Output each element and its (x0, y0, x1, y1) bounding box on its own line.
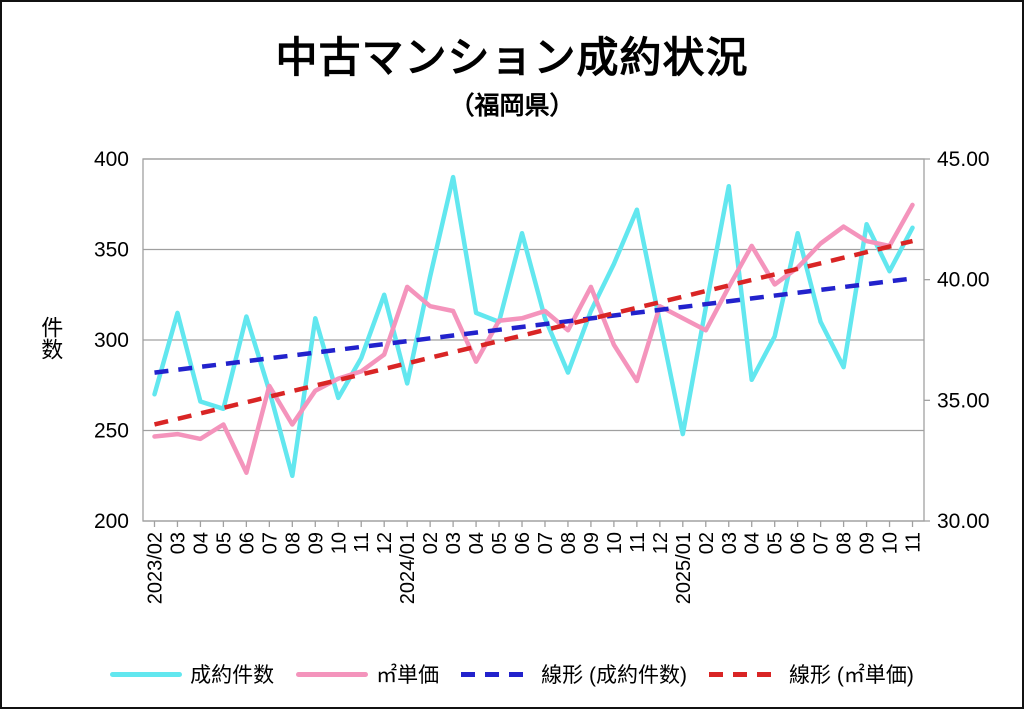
x-axis-tick-label: 10 (328, 532, 350, 554)
left-axis-tick-label: 400 (94, 148, 129, 171)
x-axis-tick-label: 06 (788, 532, 810, 554)
trend-contracts-swatch (461, 671, 534, 677)
trend-line-contracts (154, 276, 913, 375)
x-axis-tick-label: 12 (374, 532, 396, 554)
x-axis-tick-label: 07 (811, 532, 833, 554)
right-axis-tick-label: 40.00 (937, 269, 990, 292)
legend-item-trend-contracts: 線形 (成約件数) (461, 659, 687, 689)
legend-label-unit-price: ㎡単価 (376, 664, 440, 687)
x-axis-tick-label: 04 (466, 532, 488, 554)
x-axis-tick-label: 07 (535, 532, 557, 554)
left-axis-tick-label: 200 (94, 510, 129, 533)
x-axis-tick-label: 03 (719, 532, 741, 554)
right-axis-tick-label: 45.00 (937, 148, 990, 171)
chart-subtitle: （福岡県） (449, 92, 575, 120)
series-line-contracts (152, 174, 915, 479)
left-axis-title: 件数 (38, 316, 64, 360)
series-line-unit-price (152, 202, 915, 475)
legend-item-contracts: 成約件数 (110, 659, 274, 689)
contracts-line-swatch (110, 671, 183, 677)
x-axis-tick-label: 09 (305, 532, 327, 554)
x-axis-tick-label: 02 (696, 532, 718, 554)
x-axis-tick-label: 11 (627, 532, 649, 553)
x-axis-tick-label: 11 (351, 532, 373, 553)
legend-label-contracts: 成約件数 (190, 664, 275, 687)
right-axis-tick-label: 35.00 (937, 389, 990, 412)
trend-unit-price-swatch (709, 671, 781, 677)
x-axis-tick-label: 11 (903, 532, 925, 553)
x-axis-tick-label: 08 (558, 532, 580, 554)
x-axis-tick-label: 07 (259, 532, 281, 554)
left-axis-tick-label: 250 (94, 420, 129, 443)
x-axis-tick-label: 03 (167, 532, 189, 554)
x-axis-tick-label: 08 (834, 532, 856, 554)
x-axis-tick-label: 2024/01 (397, 532, 419, 604)
x-axis-tick-label: 04 (742, 532, 764, 554)
legend-item-trend-unit-price: 線形 (㎡単価) (709, 659, 914, 689)
x-axis-tick-label: 2023/02 (144, 532, 166, 604)
right-axis-tick-label: 30.00 (937, 510, 990, 533)
x-axis-tick-label: 04 (190, 532, 212, 554)
legend-item-unit-price: ㎡単価 (296, 659, 439, 689)
left-axis-tick-label: 350 (94, 239, 129, 262)
x-axis-tick-label: 09 (581, 532, 603, 554)
plot-border (142, 158, 925, 522)
x-axis-tick-label: 05 (489, 532, 511, 554)
x-axis-tick-label: 10 (604, 532, 626, 554)
unit-price-line-swatch (296, 671, 369, 677)
legend-label-trend-contracts: 線形 (成約件数) (541, 664, 687, 687)
chart-title: 中古マンション成約状況 (275, 34, 749, 81)
x-axis-tick-label: 02 (420, 532, 442, 554)
legend-label-trend-unit-price: 線形 (㎡単価) (789, 664, 914, 687)
x-axis-tick-label: 08 (282, 532, 304, 554)
x-axis-tick-label: 12 (650, 532, 672, 554)
x-axis-tick-label: 05 (213, 532, 235, 554)
x-axis-tick-label: 10 (880, 532, 902, 554)
x-axis-tick-label: 2025/01 (673, 532, 695, 604)
trend-line-unit-price (153, 238, 914, 427)
legend: 成約件数 ㎡単価 線形 (成約件数) 線形 (㎡単価) (2, 659, 1022, 689)
x-axis-tick-label: 06 (512, 532, 534, 554)
x-axis-tick-label: 06 (236, 532, 258, 554)
x-axis-tick-label: 05 (765, 532, 787, 554)
x-axis-tick-label: 09 (857, 532, 879, 554)
x-axis-tick-label: 03 (443, 532, 465, 554)
left-axis-tick-label: 300 (94, 329, 129, 352)
